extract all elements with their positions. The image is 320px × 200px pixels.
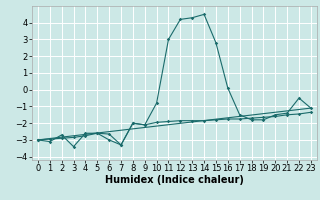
X-axis label: Humidex (Indice chaleur): Humidex (Indice chaleur): [105, 175, 244, 185]
